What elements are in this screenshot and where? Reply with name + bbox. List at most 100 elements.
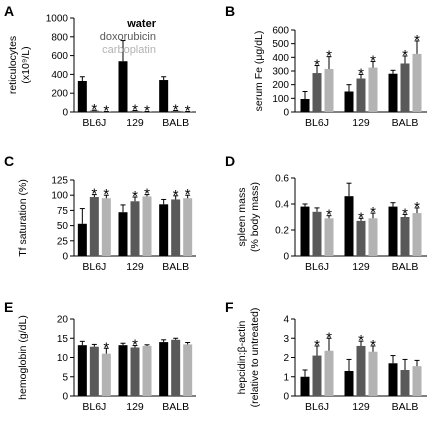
bar-doxorubicin <box>356 220 366 256</box>
y-tick-label: 50 <box>57 221 69 232</box>
y-tick-label: 500 <box>272 39 289 50</box>
significance-star: * <box>132 337 138 354</box>
bar-doxorubicin <box>356 78 366 112</box>
category-label: BALB <box>392 261 419 273</box>
panel-f: F 0 1 2 3 4 hepcidin:β-actin (relative to untre… <box>225 299 427 413</box>
legend-entry: carboplatin <box>102 44 156 56</box>
bar-carboplatin <box>183 198 193 256</box>
significance-star: * <box>173 187 179 204</box>
bar-doxorubicin <box>312 211 322 256</box>
bar-doxorubicin <box>89 346 99 396</box>
bar-carboplatin <box>324 350 334 396</box>
significance-star: * <box>91 186 97 203</box>
bar-carboplatin <box>412 366 422 396</box>
y-tick-label: 0 <box>62 392 68 403</box>
significance-star: * <box>144 186 150 203</box>
y-axis-label: (% body mass) <box>249 182 261 252</box>
bar-water <box>344 91 354 112</box>
bar-doxorubicin <box>171 199 181 256</box>
bar-doxorubicin <box>130 201 140 256</box>
bar-carboplatin <box>183 344 193 396</box>
panel-letter: D <box>225 153 235 169</box>
y-axis-label: hepcidin:β-actin <box>236 320 248 394</box>
panel-a: A 0 200 400 600 800 1000 reticulocytes (x10⁹/L) B… <box>4 3 196 129</box>
significance-star: * <box>103 103 109 120</box>
significance-star: * <box>370 337 376 354</box>
category-label: BALB <box>162 261 189 273</box>
category-label: BL6J <box>305 117 329 129</box>
bar-doxorubicin <box>356 345 366 396</box>
category-label: 129 <box>352 261 370 273</box>
y-tick-label: 200 <box>51 89 68 100</box>
bar-carboplatin <box>324 218 334 256</box>
y-tick-label: 0.4 <box>275 200 289 211</box>
y-tick-label: 20 <box>57 315 69 326</box>
y-tick-label: 3 <box>283 334 289 345</box>
y-tick-label: 400 <box>272 53 289 64</box>
significance-star: * <box>370 204 376 221</box>
panel-e: E 0 5 10 15 20 hemoglobin (g/dL) BL6J * 129 * BALB <box>4 299 196 413</box>
y-tick-label: 0.6 <box>275 174 289 185</box>
y-tick-label: 0 <box>283 392 289 403</box>
significance-star: * <box>185 103 191 120</box>
y-axis-label: (relative to untreated) <box>249 308 261 408</box>
y-tick-label: 800 <box>51 32 68 43</box>
significance-star: * <box>358 65 364 82</box>
bar-water <box>159 80 169 112</box>
category-label: BALB <box>392 117 419 129</box>
y-tick-label: 600 <box>272 26 289 37</box>
y-axis-label: hemoglobin (g/dL) <box>17 315 29 400</box>
bar-water <box>388 73 398 112</box>
category-label: BL6J <box>82 401 106 413</box>
category-label: 129 <box>126 261 144 273</box>
bar-water <box>300 376 310 396</box>
category-label: BL6J <box>82 261 106 273</box>
bar-carboplatin <box>101 353 111 396</box>
bar-water <box>300 99 310 112</box>
category-label: 129 <box>126 117 144 129</box>
bar-water <box>118 212 128 256</box>
bar-doxorubicin <box>400 370 410 396</box>
y-axis-label: spleen mass <box>236 188 248 247</box>
category-label: BL6J <box>305 261 329 273</box>
y-tick-label: 15 <box>57 334 69 345</box>
y-tick-label: 0.2 <box>275 226 289 237</box>
y-tick-label: 600 <box>51 51 68 62</box>
panel-b: B 0 100 200 300 400 500 600 serum Fe (μg/dL) BL6J… <box>225 3 427 129</box>
y-tick-label: 125 <box>51 176 68 187</box>
y-tick-label: 400 <box>51 70 68 81</box>
bar-water <box>344 196 354 256</box>
significance-star: * <box>185 186 191 203</box>
significance-star: * <box>173 101 179 118</box>
category-label: 129 <box>352 117 370 129</box>
significance-star: * <box>103 186 109 203</box>
category-label: 129 <box>126 401 144 413</box>
bar-water <box>388 206 398 256</box>
bar-carboplatin <box>412 213 422 256</box>
y-tick-label: 25 <box>57 236 69 247</box>
significance-star: * <box>358 209 364 226</box>
bar-doxorubicin <box>171 110 181 112</box>
panel-letter: E <box>4 299 13 315</box>
y-tick-label: 100 <box>51 191 68 202</box>
y-tick-label: 1 <box>283 372 289 383</box>
category-label: BL6J <box>305 401 329 413</box>
panel-d: D 0 0.2 0.4 0.6 spleen mass (% body mass) BL6J *… <box>225 153 427 273</box>
significance-star: * <box>314 57 320 74</box>
bar-doxorubicin <box>89 197 99 256</box>
bar-carboplatin <box>142 196 152 256</box>
bar-doxorubicin <box>400 63 410 112</box>
bar-doxorubicin <box>89 110 99 112</box>
legend-entry: doxorubicin <box>100 31 156 43</box>
significance-star: * <box>358 332 364 349</box>
y-tick-label: 0 <box>62 252 68 263</box>
y-axis-label: (x10⁹/L) <box>20 46 32 83</box>
y-tick-label: 75 <box>57 206 69 217</box>
bar-doxorubicin <box>130 347 140 396</box>
significance-star: * <box>326 329 332 346</box>
bar-water <box>118 61 128 112</box>
panel-letter: A <box>4 3 14 19</box>
y-tick-label: 300 <box>272 67 289 78</box>
significance-star: * <box>414 199 420 216</box>
